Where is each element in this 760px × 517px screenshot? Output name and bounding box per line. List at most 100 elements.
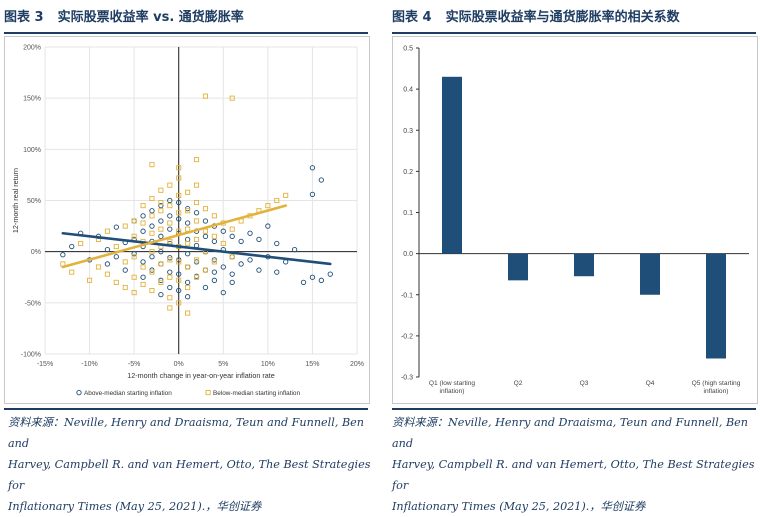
data-point (176, 199, 182, 206)
data-point (176, 210, 182, 216)
data-point (193, 182, 200, 188)
data-point (193, 157, 200, 163)
source-note: 资料来源：Neville, Henry and Draaisma, Teun a… (8, 412, 372, 517)
data-point (122, 259, 128, 265)
data-point (158, 261, 164, 267)
data-point (167, 220, 173, 226)
data-point (140, 203, 146, 209)
data-point (167, 295, 173, 301)
data-point (176, 192, 182, 198)
data-point (122, 267, 128, 273)
series-below-median (60, 93, 289, 316)
data-point (104, 261, 111, 267)
data-point (193, 218, 200, 224)
series-above-median (60, 165, 333, 300)
data-point (149, 230, 155, 236)
data-point (167, 226, 173, 232)
x-tick-label: Q2 (514, 380, 523, 387)
data-point (185, 264, 191, 270)
data-point (176, 300, 182, 306)
data-point (274, 197, 280, 204)
data-point (184, 220, 191, 226)
data-point (104, 246, 111, 253)
data-point (211, 277, 218, 283)
data-point (193, 236, 200, 242)
data-point (283, 259, 289, 265)
data-point (185, 226, 191, 232)
data-point (140, 259, 146, 265)
data-point (238, 261, 244, 267)
source-line: Inflationary Times (May 25, 2021).，华创证券 (392, 500, 646, 513)
data-point (167, 203, 173, 209)
data-point (202, 206, 209, 212)
figure-number: 图表 4 (392, 10, 432, 25)
data-point (158, 208, 164, 214)
y-tick-label: 0.1 (403, 210, 413, 217)
data-point (309, 191, 316, 198)
data-point (265, 203, 271, 209)
data-point (274, 240, 280, 247)
data-point (220, 264, 226, 270)
chart-title: 图表 4 实际股票收益率与通货膨胀率的相关系数 (392, 6, 680, 25)
y-tick-label: 150% (23, 96, 41, 103)
data-point (220, 240, 226, 247)
x-tick-label-line: Q5 (high starting (692, 380, 741, 387)
title-rule (4, 32, 368, 34)
source-line: 资料来源：Neville, Henry and Draaisma, Teun a… (392, 416, 748, 450)
y-tick-label: 0.2 (403, 169, 413, 176)
data-point (167, 213, 173, 219)
legend-label: Below-median starting inflation (213, 390, 300, 397)
data-point (318, 277, 324, 283)
data-point (193, 242, 200, 249)
x-tick-label: Q3 (580, 380, 589, 387)
data-point (176, 287, 182, 294)
data-point (309, 165, 316, 171)
data-point (131, 233, 137, 239)
data-point (69, 243, 75, 250)
data-point (176, 259, 182, 265)
right-panel: 图表 4 实际股票收益率与通货膨胀率的相关系数 -0.3 -0.2 -0.1 0.0 0.… (388, 0, 760, 513)
data-point (167, 269, 173, 275)
data-point (185, 189, 191, 195)
source-rule (392, 408, 756, 410)
y-tick-label: 0.4 (403, 87, 413, 94)
data-point (158, 202, 164, 209)
data-point (149, 223, 155, 229)
data-point (167, 274, 173, 280)
data-point (149, 249, 155, 255)
data-point (104, 228, 110, 234)
data-point (176, 165, 182, 171)
data-point (113, 254, 119, 260)
data-point (176, 228, 182, 234)
data-point (202, 233, 209, 239)
y-tick-label: 50% (27, 198, 41, 205)
data-point (229, 254, 235, 260)
x-tick-label: 10% (261, 361, 275, 368)
data-point (158, 218, 164, 224)
title-rule (392, 32, 756, 34)
data-point (256, 236, 262, 243)
x-tick-label: -15% (37, 361, 53, 368)
data-point (184, 294, 191, 300)
data-point (184, 236, 191, 243)
source-rule (4, 408, 368, 410)
data-point (149, 195, 155, 202)
x-tick-label: -10% (81, 361, 97, 368)
data-point (202, 267, 209, 273)
data-point (247, 230, 253, 236)
bar-chart: -0.3 -0.2 -0.1 0.0 0.1 0.2 0.3 0.4 0.5 Q1 (low st… (401, 46, 749, 395)
data-point (149, 162, 155, 168)
bar-5 (706, 253, 726, 359)
data-point (113, 224, 119, 230)
data-point (238, 238, 244, 245)
data-point (256, 267, 262, 273)
x-tick-label-line: Q2 (514, 380, 523, 387)
data-point (176, 271, 182, 277)
data-point (158, 226, 164, 232)
data-point (202, 228, 209, 234)
data-point (167, 197, 173, 204)
data-point (87, 277, 93, 283)
data-point (283, 192, 289, 198)
legend-marker-circle (76, 389, 82, 396)
data-point (184, 251, 191, 257)
